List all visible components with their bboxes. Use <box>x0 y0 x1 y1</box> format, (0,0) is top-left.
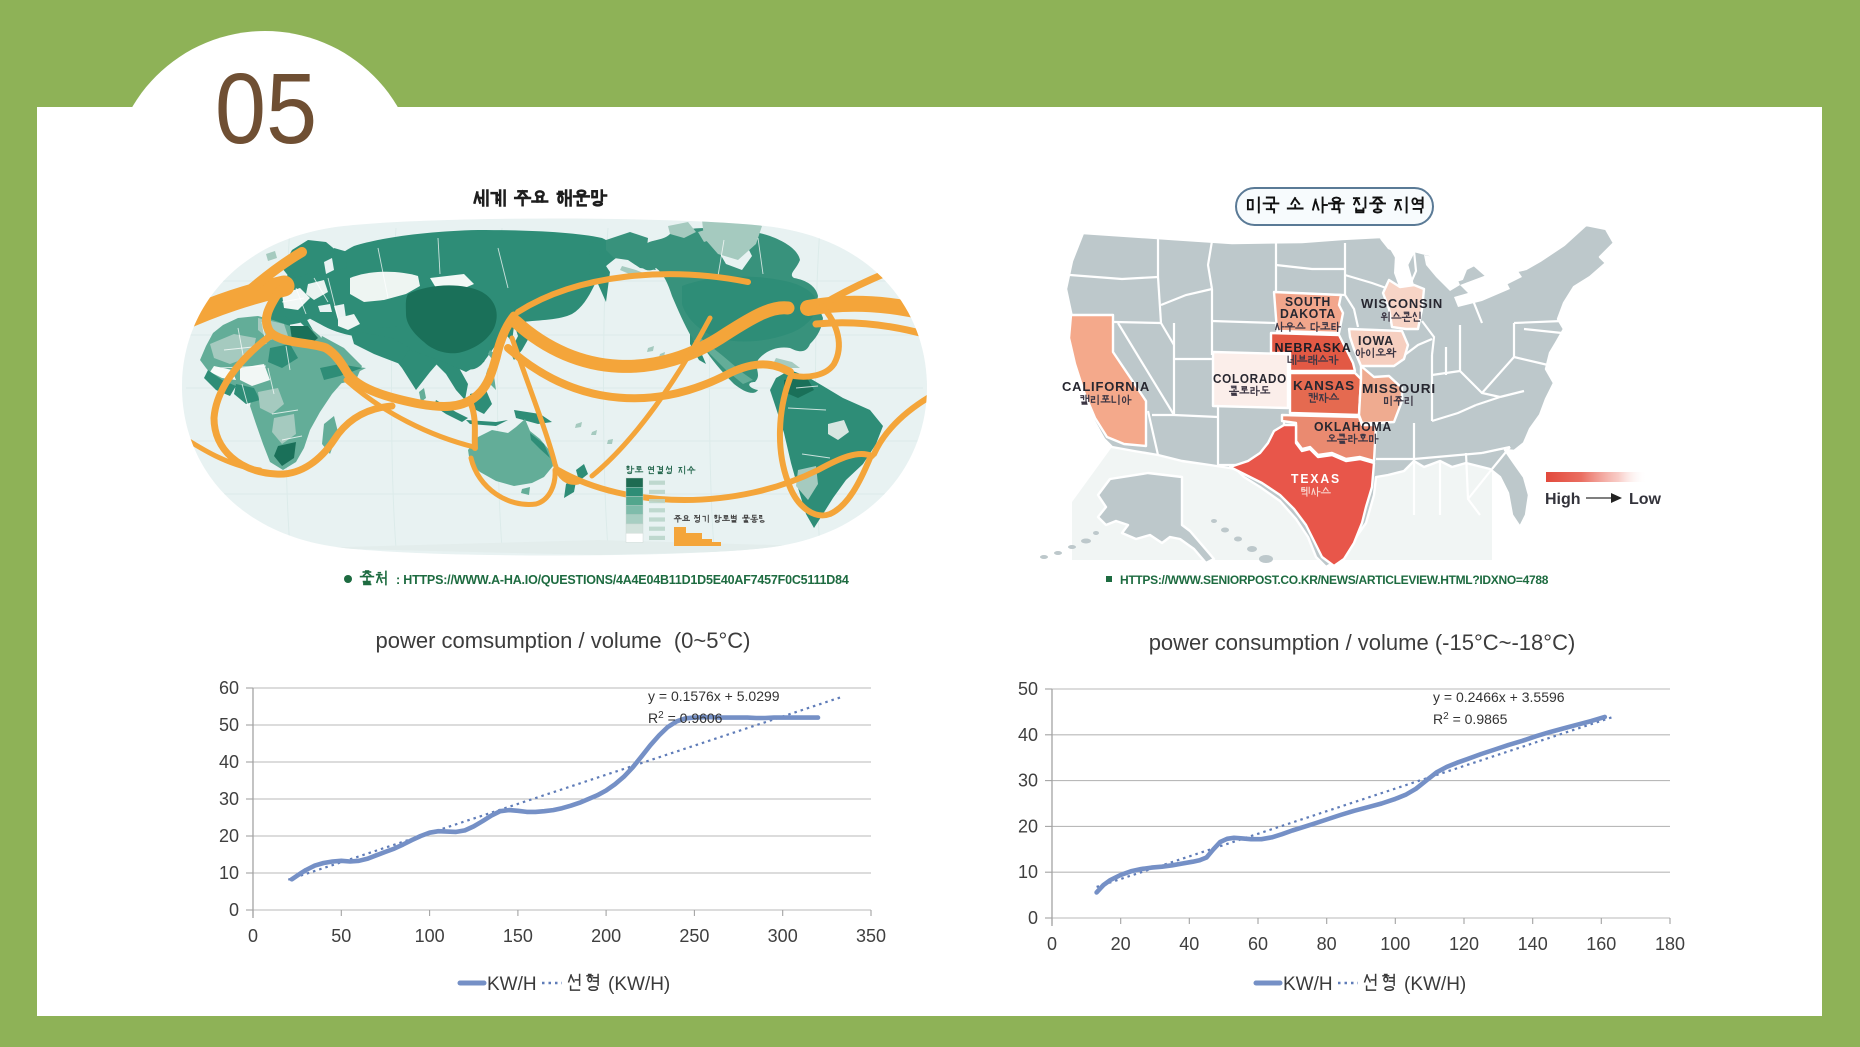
svg-text:40: 40 <box>1018 725 1038 745</box>
svg-text:160: 160 <box>1586 934 1616 954</box>
svg-text:30: 30 <box>1018 771 1038 791</box>
svg-text:SOUTH: SOUTH <box>1285 294 1331 309</box>
svg-text:60: 60 <box>1248 934 1268 954</box>
svg-text:y = 0.1576x + 5.0299: y = 0.1576x + 5.0299 <box>648 688 780 704</box>
svg-text:60: 60 <box>219 678 239 698</box>
svg-text:HTTPS://WWW.SENIORPOST.CO.KR/N: HTTPS://WWW.SENIORPOST.CO.KR/NEWS/ARTICL… <box>1120 573 1549 587</box>
svg-text:R2 = 0.9606: R2 = 0.9606 <box>648 710 723 727</box>
svg-text:20: 20 <box>1111 934 1131 954</box>
svg-text:R2 = 0.9865: R2 = 0.9865 <box>1433 711 1508 728</box>
svg-text:(KW/H): (KW/H) <box>608 974 670 995</box>
svg-text:100: 100 <box>1380 934 1410 954</box>
svg-text:0: 0 <box>229 900 239 920</box>
svg-text:COLORADO: COLORADO <box>1213 371 1287 386</box>
svg-text:40: 40 <box>1179 934 1199 954</box>
svg-text:0: 0 <box>248 926 258 946</box>
svg-text:KW/H: KW/H <box>1283 974 1333 995</box>
svg-text:50: 50 <box>331 926 351 946</box>
svg-text:20: 20 <box>219 826 239 846</box>
svg-text:Low: Low <box>1629 491 1662 508</box>
svg-text:: HTTPS://WWW.A-HA.IO/QUESTION: : HTTPS://WWW.A-HA.IO/QUESTIONS/4A4E04B1… <box>396 573 849 587</box>
svg-text:DAKOTA: DAKOTA <box>1280 306 1336 321</box>
svg-text:100: 100 <box>415 926 445 946</box>
svg-text:20: 20 <box>1018 816 1038 836</box>
svg-text:140: 140 <box>1518 934 1548 954</box>
svg-text:150: 150 <box>503 926 533 946</box>
svg-text:High: High <box>1545 491 1581 508</box>
svg-text:0: 0 <box>1028 908 1038 928</box>
svg-text:WISCONSIN: WISCONSIN <box>1361 296 1443 311</box>
svg-text:50: 50 <box>219 715 239 735</box>
svg-text:OKLAHOMA: OKLAHOMA <box>1314 419 1392 434</box>
svg-text:KW/H: KW/H <box>487 974 537 995</box>
svg-text:MISSOURI: MISSOURI <box>1362 381 1436 396</box>
svg-text:KANSAS: KANSAS <box>1293 378 1355 393</box>
svg-text:TEXAS: TEXAS <box>1291 471 1341 486</box>
svg-text:180: 180 <box>1655 934 1685 954</box>
svg-text:CALIFORNIA: CALIFORNIA <box>1062 379 1150 394</box>
svg-text:NEBRASKA: NEBRASKA <box>1275 340 1352 355</box>
svg-text:40: 40 <box>219 752 239 772</box>
svg-text:IOWA: IOWA <box>1358 333 1394 348</box>
svg-text:300: 300 <box>768 926 798 946</box>
svg-text:10: 10 <box>219 863 239 883</box>
svg-text:(KW/H): (KW/H) <box>1404 974 1466 995</box>
svg-text:250: 250 <box>679 926 709 946</box>
svg-text:80: 80 <box>1317 934 1337 954</box>
svg-text:200: 200 <box>591 926 621 946</box>
svg-text:350: 350 <box>856 926 886 946</box>
svg-text:120: 120 <box>1449 934 1479 954</box>
svg-text:y = 0.2466x + 3.5596: y = 0.2466x + 3.5596 <box>1433 689 1565 705</box>
svg-text:30: 30 <box>219 789 239 809</box>
svg-text:0: 0 <box>1047 934 1057 954</box>
svg-text:50: 50 <box>1018 679 1038 699</box>
svg-text:10: 10 <box>1018 862 1038 882</box>
